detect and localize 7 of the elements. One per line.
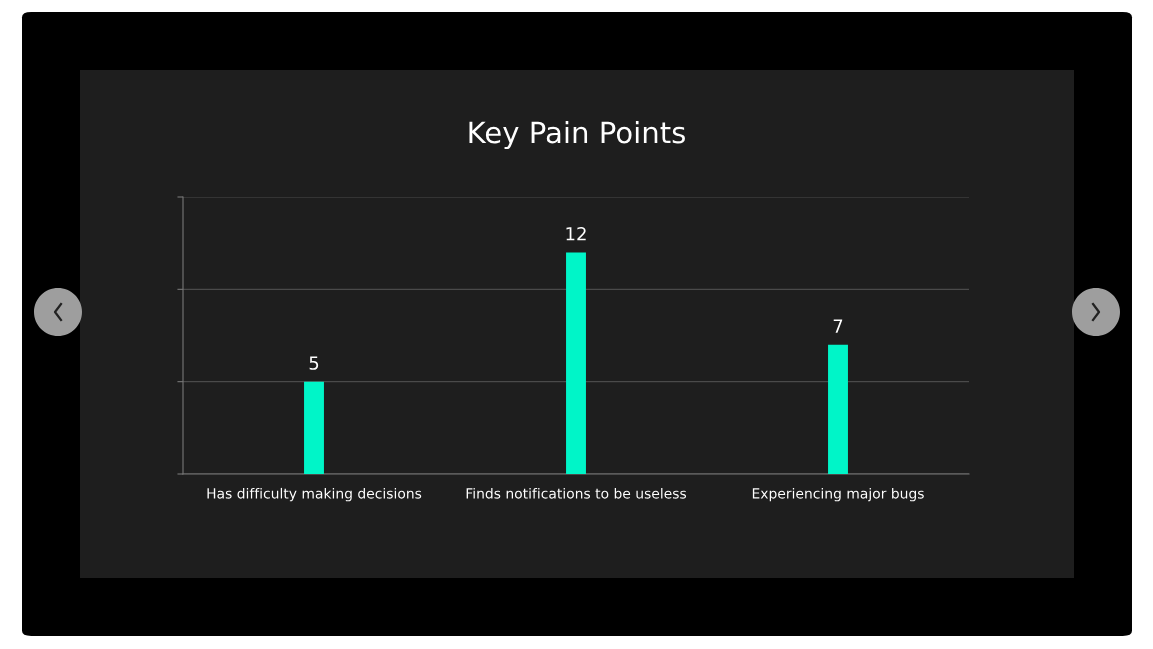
x-tick-label: Finds notifications to be useless (466, 487, 687, 499)
data-label: 12 (566, 226, 586, 241)
data-label: 7 (833, 319, 843, 333)
data-label: 5 (309, 356, 319, 370)
chart-title: Key Pain Points (469, 120, 685, 150)
x-tick-label: Experiencing major bugs (752, 487, 924, 502)
x-tick-label: Has difficulty making decisions (207, 487, 422, 502)
